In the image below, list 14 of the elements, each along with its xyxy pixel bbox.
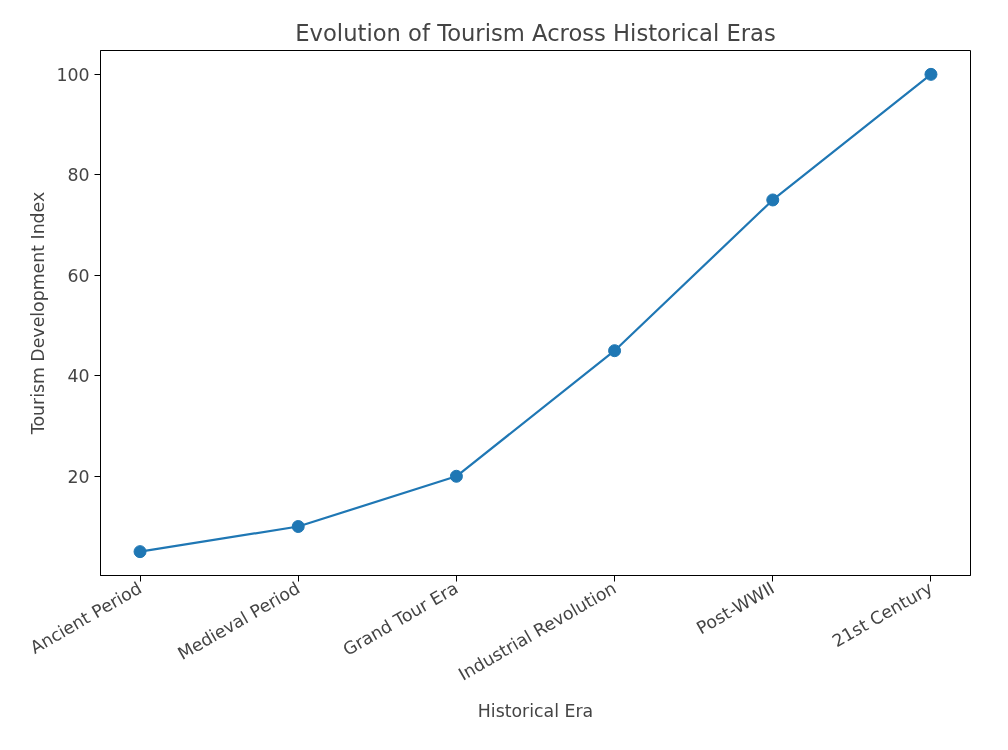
y-tick-label: 60 [67, 265, 90, 286]
point [608, 344, 622, 358]
y-axis-title: Tourism Development Index [28, 191, 49, 436]
x-axis-title: Historical Era [477, 701, 594, 722]
y-tick-label: 20 [67, 466, 90, 487]
point [133, 545, 147, 559]
y-tick-label: 100 [56, 64, 90, 85]
point [766, 193, 780, 207]
point [449, 469, 463, 483]
point [924, 67, 938, 81]
point [291, 520, 305, 533]
chart-title: Evolution of Tourism Across Historical Eras [295, 19, 776, 46]
y-tick-label: 80 [67, 165, 90, 186]
y-tick-label: 40 [67, 366, 90, 387]
